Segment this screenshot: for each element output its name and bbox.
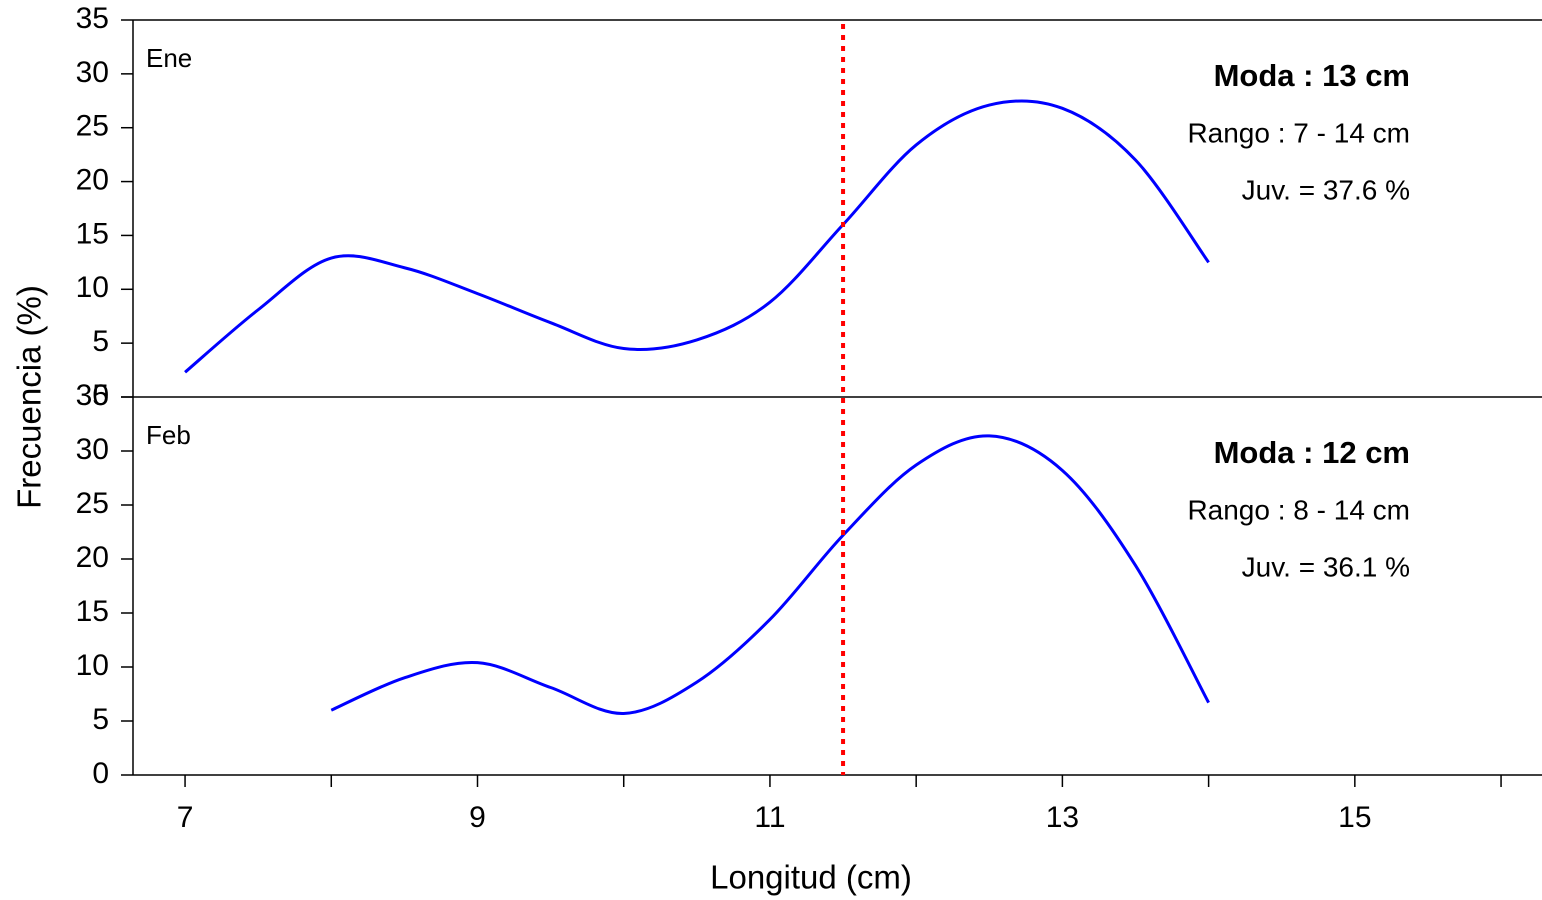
y-axis-label: Frecuencia (%) — [11, 285, 48, 509]
panel-label: Feb — [146, 420, 191, 450]
x-tick-label: 7 — [177, 801, 194, 834]
annotation: Moda : 13 cm — [1214, 58, 1410, 93]
y-tick-label: 35 — [76, 2, 109, 35]
annotation: Juv. = 37.6 % — [1242, 174, 1410, 205]
y-tick-label: 5 — [92, 325, 109, 358]
x-tick-label: 15 — [1338, 801, 1371, 834]
x-tick-label: 13 — [1046, 801, 1079, 834]
annotation: Moda : 12 cm — [1214, 435, 1410, 470]
panel-label: Ene — [146, 43, 192, 73]
y-tick-label: 5 — [92, 703, 109, 736]
y-tick-label: 10 — [76, 649, 109, 682]
y-tick-label: 10 — [76, 271, 109, 304]
y-tick-label: 0 — [92, 757, 109, 790]
y-tick-label: 15 — [76, 217, 109, 250]
y-tick-label: 0 — [92, 379, 109, 412]
y-tick-label: 25 — [76, 487, 109, 520]
annotation: Rango : 7 - 14 cm — [1187, 117, 1410, 148]
y-tick-label: 20 — [76, 541, 109, 574]
annotation: Juv. = 36.1 % — [1242, 551, 1410, 582]
annotation: Rango : 8 - 14 cm — [1187, 494, 1410, 525]
y-tick-label: 15 — [76, 595, 109, 628]
x-tick-label: 11 — [754, 801, 785, 834]
data-line — [330, 434, 1210, 715]
y-tick-label: 20 — [76, 163, 109, 196]
y-tick-label: 30 — [76, 433, 109, 466]
y-tick-label: 25 — [76, 110, 109, 143]
x-axis-label: Longitud (cm) — [710, 859, 912, 896]
y-tick-label: 35 — [76, 379, 109, 412]
y-tick-label: 30 — [76, 56, 109, 89]
x-tick-label: 9 — [469, 801, 486, 834]
data-line — [184, 99, 1210, 374]
